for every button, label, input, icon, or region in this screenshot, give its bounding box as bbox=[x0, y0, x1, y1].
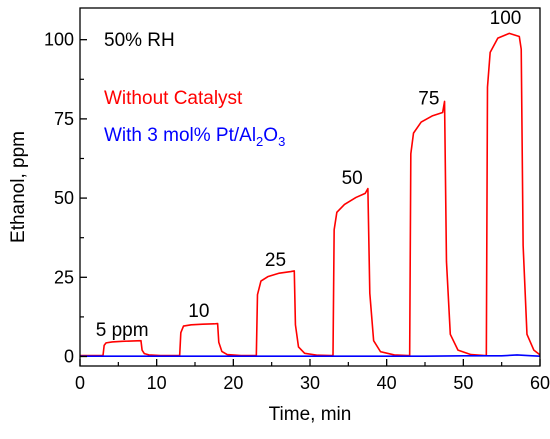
step-label-3: 50 bbox=[342, 168, 363, 189]
x-tick-label-30: 30 bbox=[300, 373, 320, 393]
y-tick-label-100: 100 bbox=[44, 30, 74, 50]
condition-label: 50% RH bbox=[104, 30, 175, 51]
legend-with-catalyst-mid: O bbox=[263, 125, 278, 146]
x-axis-label: Time, min bbox=[269, 404, 352, 425]
legend-with-catalyst-sub2: 3 bbox=[278, 134, 285, 149]
y-tick-label-0: 0 bbox=[64, 346, 74, 366]
x-tick-label-10: 10 bbox=[147, 373, 167, 393]
step-label-5: 100 bbox=[490, 8, 522, 29]
x-tick-label-60: 60 bbox=[530, 373, 550, 393]
x-tick-label-20: 20 bbox=[223, 373, 243, 393]
legend-entry-with-catalyst: With 3 mol% Pt/Al2O3 bbox=[104, 125, 285, 149]
ticks-layer bbox=[79, 39, 541, 366]
step-label-2: 25 bbox=[265, 250, 286, 271]
y-axis-label: Ethanol, ppm bbox=[8, 131, 29, 243]
step-label-4: 75 bbox=[418, 89, 439, 110]
step-label-1: 10 bbox=[188, 301, 209, 322]
series-line-0 bbox=[80, 32, 541, 357]
y-tick-label-50: 50 bbox=[54, 188, 74, 208]
y-tick-label-75: 75 bbox=[54, 109, 74, 129]
x-tick-label-0: 0 bbox=[75, 373, 85, 393]
step-label-0: 5 ppm bbox=[96, 320, 149, 341]
x-tick-label-40: 40 bbox=[377, 373, 397, 393]
x-tick-label-50: 50 bbox=[453, 373, 473, 393]
legend-with-catalyst-sub1: 2 bbox=[256, 134, 263, 149]
series-layer bbox=[80, 32, 541, 357]
y-tick-label-25: 25 bbox=[54, 267, 74, 287]
series-line-1 bbox=[80, 354, 541, 357]
legend-with-catalyst-main: With 3 mol% Pt/Al bbox=[104, 125, 256, 146]
step-labels-layer: 5 ppm 10 25 50 75 100 bbox=[96, 8, 522, 341]
legend-entry-without-catalyst: Without Catalyst bbox=[104, 88, 243, 109]
plot-frame bbox=[79, 7, 541, 367]
tick-labels-layer: 0 10 20 30 40 50 60 0 25 50 75 100 bbox=[44, 30, 550, 393]
